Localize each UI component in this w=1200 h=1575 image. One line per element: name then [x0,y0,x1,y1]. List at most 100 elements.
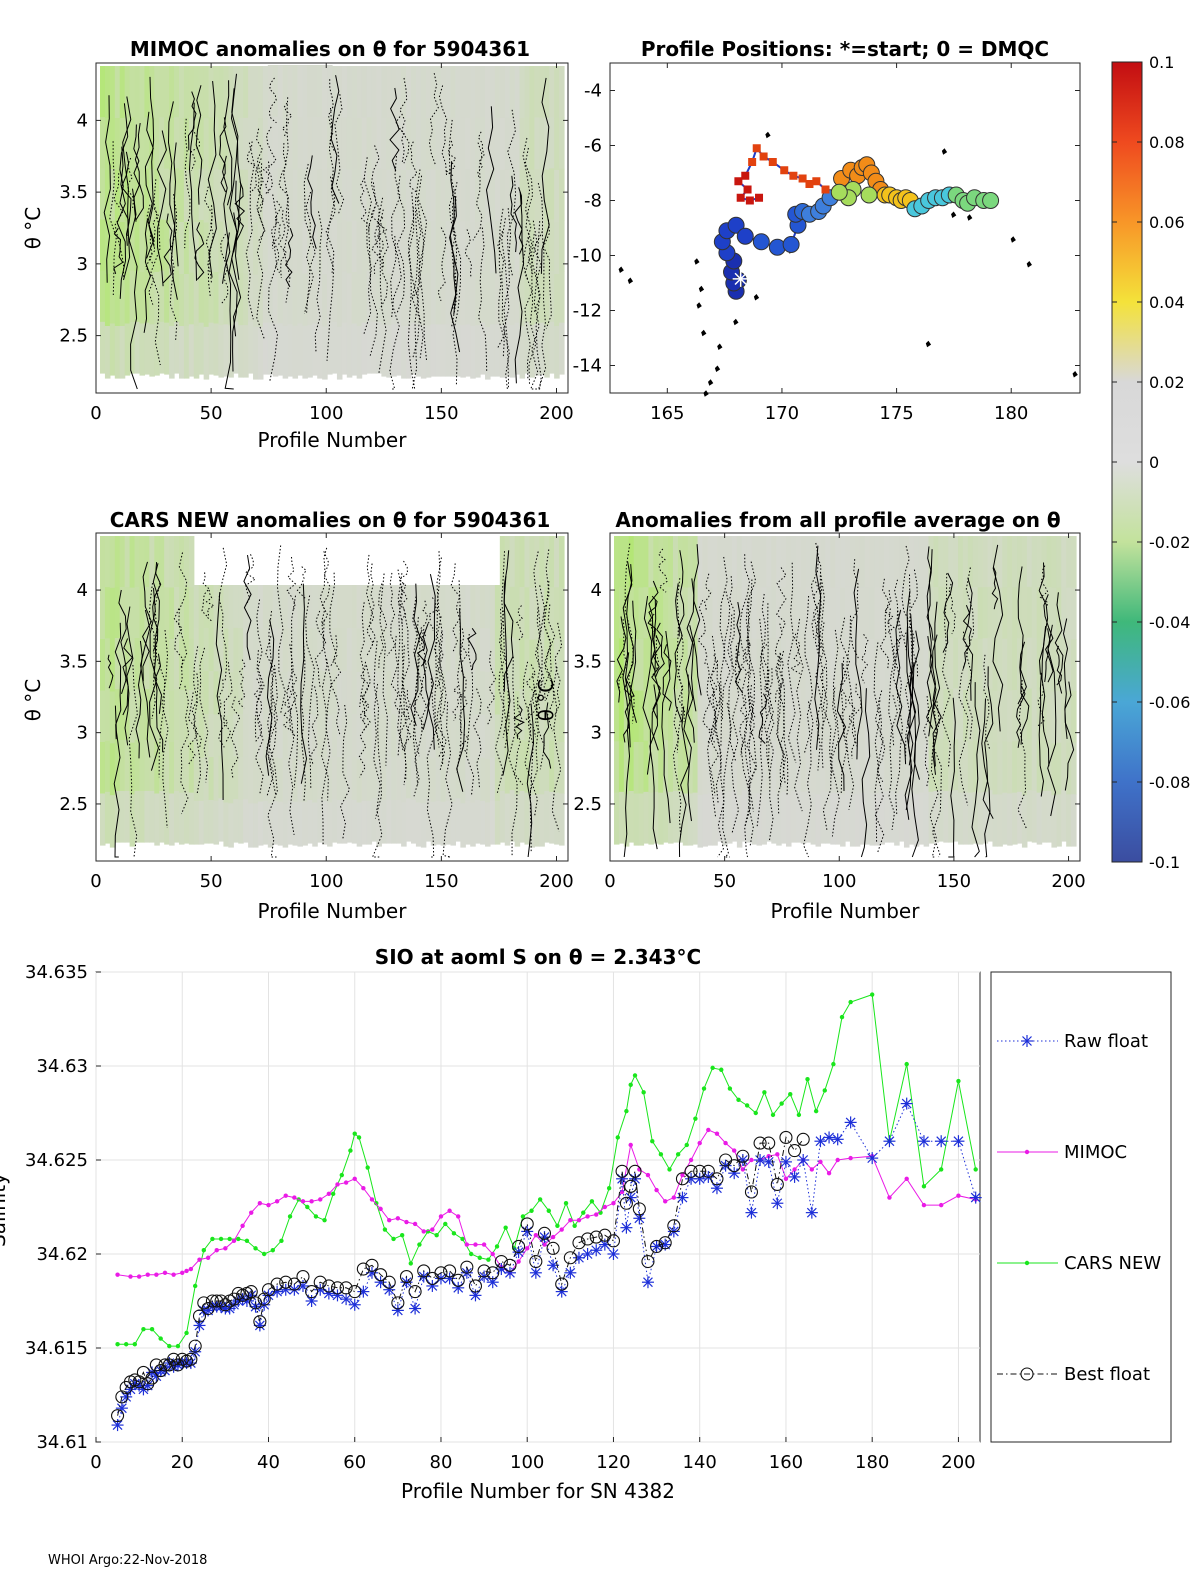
heatmap-cell [1056,794,1062,847]
heatmap-cell [410,585,417,629]
heatmap-cell [539,322,545,375]
heatmap-cell [435,221,442,274]
heatmap-cell [243,799,249,843]
heatmap-cell [480,168,486,221]
heatmap-cell [262,714,269,759]
heatmap-cell [524,270,531,323]
heatmap-cell [845,637,851,690]
heatmap-cell [840,794,846,847]
heatmap-cell [297,65,303,118]
series-point [826,1170,832,1176]
series-point [296,1270,310,1284]
heatmap-cell [884,638,890,690]
heatmap-cell [124,791,131,843]
heatmap-cell [908,587,915,640]
negative-contour [456,580,462,773]
heatmap-cell [208,800,215,844]
heatmap-cell [267,116,274,169]
heatmap-cell [164,66,170,118]
star-marker-stroke [970,1192,981,1203]
heatmap-cell [544,66,550,119]
heatmap-cell [322,326,328,380]
series-point [706,1127,711,1133]
heatmap-cell [371,117,378,169]
series-point [590,1244,603,1257]
heatmap-cell [415,802,422,847]
heatmap-cell [272,585,279,629]
negative-contour [377,197,387,375]
heatmap-cell [504,169,511,222]
heatmap-cell [277,758,284,803]
heatmap-cell [169,326,175,379]
heatmap-cell [396,585,402,629]
heatmap-cell [371,713,378,757]
heatmap-cell [208,66,215,118]
profile-position-marker [789,171,798,180]
negative-contour [371,683,383,858]
heatmap-cell [257,585,264,629]
heatmap-cell [134,638,141,690]
negative-contour [268,665,278,796]
heatmap-cell [104,274,111,327]
heatmap-cell [1026,739,1033,791]
star-marker-stroke [185,1358,196,1368]
heatmap-cell [346,756,353,800]
heatmap-cell [795,536,802,588]
heatmap-cell [509,790,516,842]
y-tick-label: 4 [591,580,602,601]
heatmap-cell [830,638,836,691]
heatmap-cell [697,639,704,693]
heatmap-cell [440,272,447,325]
heatmap-cell [1026,790,1033,842]
heatmap-cell [707,793,713,846]
heatmap-cell [504,742,511,795]
positive-contour [128,188,138,390]
heatmap-cell [460,325,466,378]
negative-contour [412,596,421,785]
cars-anomaly-field [100,536,565,848]
heatmap-cell [406,274,412,327]
heatmap-cell [918,638,925,691]
heatmap-cell [953,637,959,690]
series-point [607,1248,620,1260]
heatmap-cell [282,273,289,327]
negative-contour [839,617,851,795]
heatmap-cell [169,742,175,795]
heatmap-cell [519,118,526,171]
heatmap-cell [781,689,787,742]
heatmap-cell [361,117,368,170]
heatmap-cell [741,637,748,690]
negative-contour [923,696,930,788]
heatmap-cell [534,742,540,795]
positive-contour [265,619,275,776]
heatmap-cell [401,118,407,171]
heatmap-cell [257,274,264,328]
heatmap-cell [702,536,708,589]
series-point [270,1277,284,1291]
series-point [309,1199,314,1204]
heatmap-cell [312,65,318,118]
heatmap-cell [100,587,106,640]
heatmap-cell [967,690,974,742]
profile-position-marker [982,192,1000,209]
y-tick-label: 4 [77,110,88,131]
heatmap-cell [238,628,244,672]
heatmap-cell [401,326,407,379]
star-marker-stroke [530,1267,541,1278]
positive-contour [215,592,224,801]
heatmap-cell [297,271,303,324]
heatmap-cell [203,66,210,119]
heatmap-cell [317,325,323,379]
negative-contour [419,600,428,639]
heatmap-cell [223,272,229,325]
heatmap-cell [450,324,457,377]
heatmap-cell [894,793,900,846]
heatmap-cell [835,741,841,794]
series-point [529,1266,542,1279]
heatmap-cell [351,585,358,629]
negative-contour [256,158,266,242]
series-point [244,1285,258,1299]
y-tick-label: -14 [573,356,602,377]
x-tick-label: 0 [90,1452,101,1473]
heatmap-cell [253,170,259,224]
